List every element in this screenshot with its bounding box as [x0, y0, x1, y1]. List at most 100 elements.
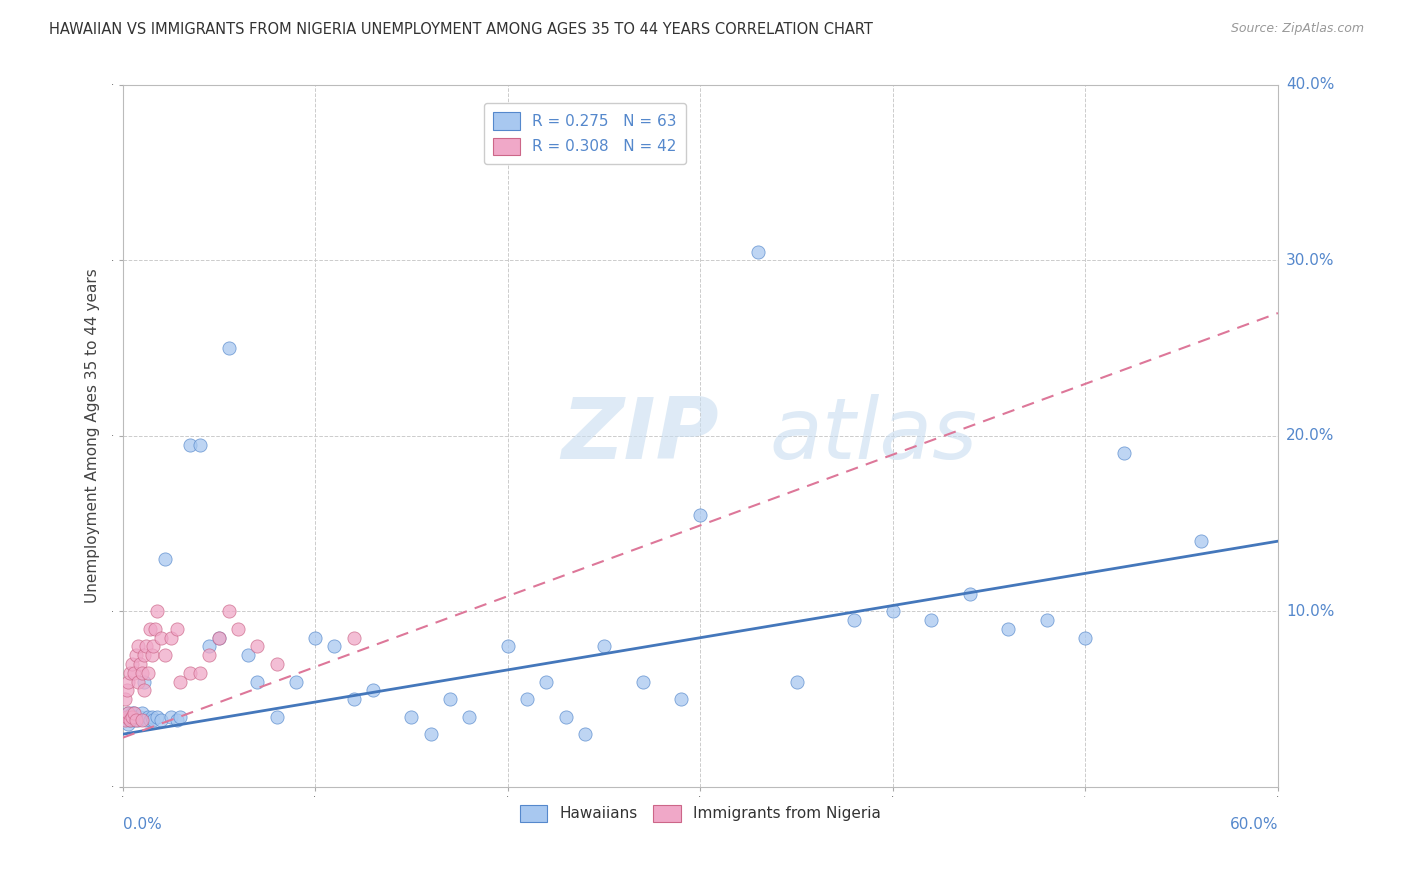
Point — [439, 692, 461, 706]
Point — [188, 665, 211, 680]
Point — [536, 674, 558, 689]
Point — [1189, 534, 1212, 549]
Point — [554, 709, 576, 723]
Point — [117, 706, 139, 720]
Point — [129, 709, 152, 723]
Point — [516, 692, 538, 706]
Point — [188, 438, 211, 452]
Point — [127, 674, 149, 689]
Point — [323, 640, 346, 654]
Point — [114, 692, 136, 706]
Point — [246, 640, 269, 654]
Point — [153, 551, 176, 566]
Point — [593, 640, 616, 654]
Point — [198, 640, 221, 654]
Point — [179, 438, 201, 452]
Point — [1074, 631, 1097, 645]
Point — [689, 508, 711, 522]
Point — [115, 713, 138, 727]
Point — [115, 683, 138, 698]
Point — [304, 631, 326, 645]
Point — [142, 640, 165, 654]
Y-axis label: Unemployment Among Ages 35 to 44 years: Unemployment Among Ages 35 to 44 years — [86, 268, 100, 603]
Point — [496, 640, 519, 654]
Point — [131, 706, 153, 720]
Text: HAWAIIAN VS IMMIGRANTS FROM NIGERIA UNEMPLOYMENT AMONG AGES 35 TO 44 YEARS CORRE: HAWAIIAN VS IMMIGRANTS FROM NIGERIA UNEM… — [49, 22, 873, 37]
Point — [121, 706, 143, 720]
Point — [747, 244, 769, 259]
Point — [146, 604, 169, 618]
Point — [121, 709, 143, 723]
Point — [218, 341, 240, 355]
Point — [146, 709, 169, 723]
Point — [1112, 446, 1135, 460]
Point — [120, 709, 142, 723]
Point — [115, 709, 138, 723]
Point — [114, 709, 136, 723]
Point — [121, 709, 143, 723]
Point — [127, 713, 149, 727]
Point — [179, 665, 201, 680]
Point — [166, 713, 188, 727]
Point — [136, 665, 159, 680]
Point — [631, 674, 654, 689]
Point — [882, 604, 904, 618]
Text: atlas: atlas — [769, 394, 977, 477]
Point — [121, 657, 143, 671]
Point — [343, 692, 366, 706]
Point — [136, 709, 159, 723]
Point — [125, 648, 148, 663]
Point — [120, 713, 142, 727]
Point — [166, 622, 188, 636]
Point — [226, 622, 249, 636]
Text: ZIP: ZIP — [561, 394, 720, 477]
Point — [145, 622, 167, 636]
Point — [574, 727, 596, 741]
Point — [169, 709, 191, 723]
Point — [122, 713, 145, 727]
Point — [141, 709, 163, 723]
Point — [169, 674, 191, 689]
Text: 20.0%: 20.0% — [1286, 428, 1334, 443]
Point — [669, 692, 692, 706]
Point — [122, 706, 145, 720]
Point — [135, 713, 157, 727]
Text: 40.0%: 40.0% — [1286, 78, 1334, 93]
Point — [458, 709, 481, 723]
Point — [266, 657, 288, 671]
Point — [122, 706, 145, 720]
Point — [132, 674, 155, 689]
Point — [285, 674, 308, 689]
Point — [959, 587, 981, 601]
Text: 60.0%: 60.0% — [1229, 817, 1278, 832]
Point — [1036, 613, 1059, 627]
Point — [159, 631, 181, 645]
Point — [141, 648, 163, 663]
Point — [127, 640, 149, 654]
Point — [138, 713, 160, 727]
Point — [920, 613, 942, 627]
Point — [159, 709, 181, 723]
Point — [343, 631, 366, 645]
Point — [246, 674, 269, 689]
Point — [266, 709, 288, 723]
Point — [125, 713, 148, 727]
Point — [120, 713, 142, 727]
Point — [844, 613, 866, 627]
Point — [132, 683, 155, 698]
Point — [150, 713, 173, 727]
Text: 10.0%: 10.0% — [1286, 604, 1334, 619]
Point — [236, 648, 259, 663]
Point — [135, 640, 157, 654]
Point — [122, 665, 145, 680]
Point — [117, 674, 139, 689]
Point — [786, 674, 808, 689]
Point — [142, 713, 165, 727]
Point — [117, 706, 139, 720]
Point — [198, 648, 221, 663]
Point — [153, 648, 176, 663]
Point — [208, 631, 231, 645]
Point — [117, 716, 139, 731]
Point — [131, 665, 153, 680]
Point — [218, 604, 240, 618]
